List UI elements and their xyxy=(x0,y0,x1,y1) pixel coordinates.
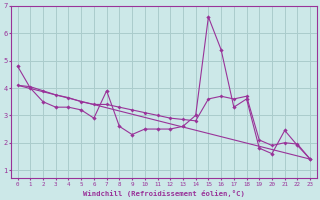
X-axis label: Windchill (Refroidissement éolien,°C): Windchill (Refroidissement éolien,°C) xyxy=(83,190,245,197)
